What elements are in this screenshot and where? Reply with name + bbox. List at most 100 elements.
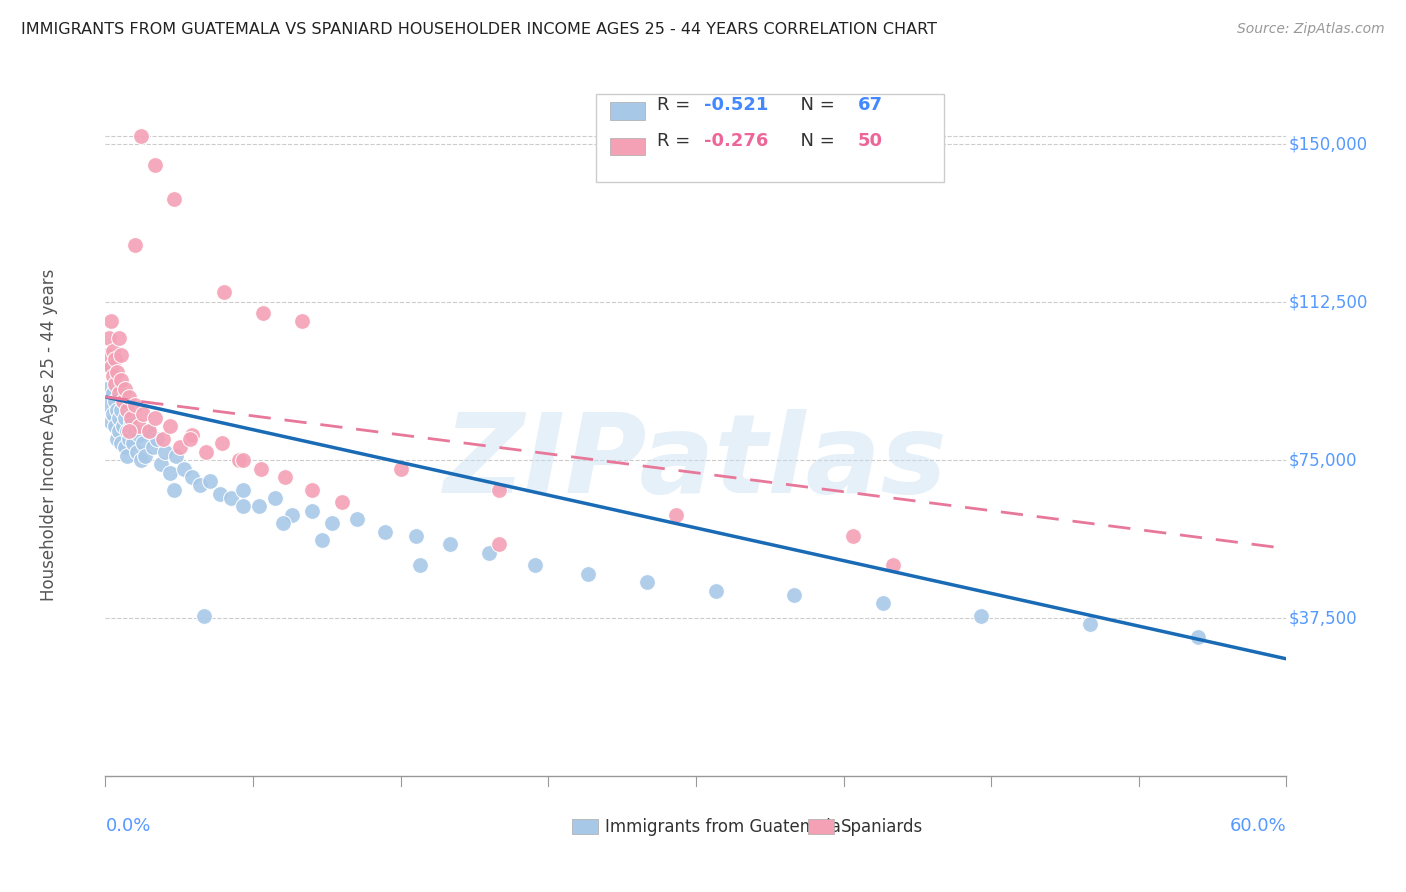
Point	[208, 487, 231, 501]
Point	[250, 461, 273, 475]
Text: 60.0%: 60.0%	[1230, 817, 1286, 835]
Point	[118, 432, 141, 446]
Point	[122, 436, 145, 450]
Point	[100, 360, 122, 375]
Point	[181, 470, 204, 484]
Point	[970, 609, 993, 624]
Point	[100, 314, 122, 328]
Point	[173, 461, 195, 475]
Point	[346, 512, 368, 526]
Point	[104, 351, 127, 366]
Point	[108, 331, 131, 345]
Text: N =: N =	[789, 132, 841, 150]
Point	[128, 419, 150, 434]
Point	[138, 424, 160, 438]
Point	[159, 419, 181, 434]
Point	[100, 360, 122, 375]
Point	[159, 466, 181, 480]
Point	[110, 348, 132, 362]
Point	[291, 314, 314, 328]
Point	[112, 394, 135, 409]
Point	[134, 449, 156, 463]
Text: R =: R =	[657, 96, 696, 114]
Point	[439, 537, 461, 551]
FancyBboxPatch shape	[808, 819, 834, 834]
Point	[212, 285, 235, 299]
Point	[132, 436, 155, 450]
Text: -0.521: -0.521	[704, 96, 769, 114]
Point	[783, 588, 806, 602]
Point	[124, 398, 146, 412]
Point	[114, 382, 136, 396]
Point	[105, 432, 128, 446]
Point	[636, 575, 658, 590]
Point	[132, 407, 155, 421]
Point	[129, 128, 152, 143]
Point	[179, 432, 201, 446]
Point	[193, 609, 215, 624]
Point	[110, 373, 132, 387]
FancyBboxPatch shape	[596, 94, 943, 182]
Point	[118, 390, 141, 404]
Point	[478, 546, 501, 560]
Text: IMMIGRANTS FROM GUATEMALA VS SPANIARD HOUSEHOLDER INCOME AGES 25 - 44 YEARS CORR: IMMIGRANTS FROM GUATEMALA VS SPANIARD HO…	[21, 22, 936, 37]
Point	[188, 478, 211, 492]
Point	[163, 483, 186, 497]
Point	[488, 537, 510, 551]
Point	[704, 583, 727, 598]
Point	[232, 483, 254, 497]
Point	[115, 402, 138, 417]
Point	[138, 424, 160, 438]
Point	[153, 444, 176, 458]
Text: Source: ZipAtlas.com: Source: ZipAtlas.com	[1237, 22, 1385, 37]
Point	[321, 516, 343, 531]
Point	[103, 385, 125, 400]
Text: Householder Income Ages 25 - 44 years: Householder Income Ages 25 - 44 years	[39, 268, 58, 601]
FancyBboxPatch shape	[572, 819, 598, 834]
Text: R =: R =	[657, 132, 696, 150]
Point	[374, 524, 396, 539]
Point	[301, 503, 323, 517]
Point	[125, 444, 148, 458]
Point	[115, 424, 138, 438]
Point	[120, 411, 142, 425]
Point	[96, 348, 118, 362]
Point	[247, 500, 270, 514]
Point	[389, 461, 412, 475]
Point	[143, 158, 166, 172]
Point	[142, 441, 165, 455]
Text: ZIPatlas: ZIPatlas	[444, 409, 948, 516]
Point	[108, 411, 131, 425]
Point	[228, 453, 250, 467]
Point	[311, 533, 333, 548]
Point	[120, 415, 142, 429]
Point	[104, 419, 127, 434]
Text: $150,000: $150,000	[1289, 136, 1368, 153]
Point	[409, 558, 432, 573]
Point	[108, 385, 131, 400]
FancyBboxPatch shape	[610, 103, 645, 120]
Point	[129, 453, 152, 467]
Point	[271, 516, 294, 531]
Point	[114, 411, 136, 425]
Text: -0.276: -0.276	[704, 132, 769, 150]
Point	[96, 382, 118, 396]
Point	[110, 436, 132, 450]
Point	[882, 558, 904, 573]
Point	[163, 192, 186, 206]
Text: N =: N =	[789, 96, 841, 114]
Point	[194, 444, 217, 458]
Point	[232, 500, 254, 514]
Text: 50: 50	[858, 132, 883, 150]
Point	[100, 415, 122, 429]
Text: 67: 67	[858, 96, 883, 114]
Point	[118, 424, 141, 438]
Point	[165, 449, 187, 463]
Text: $112,500: $112,500	[1289, 293, 1368, 311]
Text: Spaniards: Spaniards	[841, 818, 924, 836]
Point	[128, 428, 150, 442]
Point	[198, 474, 221, 488]
Point	[252, 306, 274, 320]
Text: Immigrants from Guatemala: Immigrants from Guatemala	[605, 818, 841, 836]
Point	[665, 508, 688, 522]
